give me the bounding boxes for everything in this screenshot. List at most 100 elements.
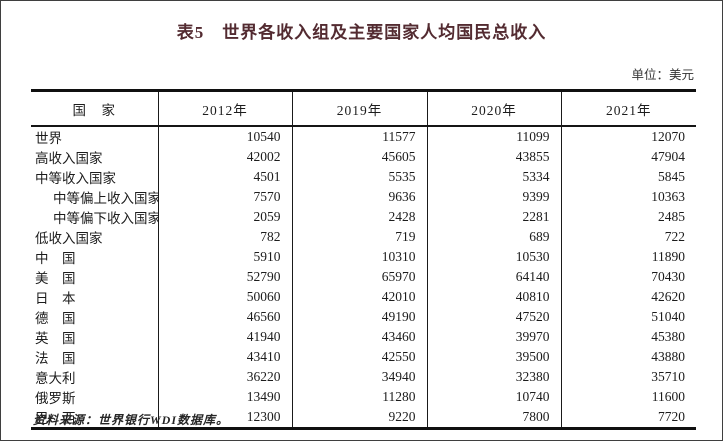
value-cell: 10540 [157,126,292,147]
value-cell: 9399 [426,187,561,207]
value-cell: 782 [157,227,292,247]
country-cell: 高收入国家 [35,151,103,166]
value-cell: 11280 [291,387,427,407]
value-cell: 11600 [560,387,696,407]
table-body: 世界 10540 11577 11099 12070 高收入国家 42002 45605 438… [31,126,696,429]
value-cell: 46560 [157,307,292,327]
value-cell: 64140 [426,267,561,287]
header-2020: 2020年 [426,90,561,127]
value-cell: 12300 [157,407,292,429]
value-cell: 2281 [426,207,561,227]
header-2012: 2012年 [157,90,292,127]
value-cell: 34940 [291,367,427,387]
table-row: 低收入国家 782 719 689 722 [31,227,696,247]
country-cell: 俄罗斯 [35,391,76,406]
value-cell: 4501 [157,167,292,187]
value-cell: 7800 [426,407,561,429]
gni-table: 国 家 2012年 2019年 2020年 2021年 世界 10540 11577… [31,89,696,430]
table-row: 德 国 46560 49190 47520 51040 [31,307,696,327]
table-row: 巴 西 12300 9220 7800 7720 [31,407,696,429]
value-cell: 51040 [560,307,696,327]
country-cell: 英 国 [35,331,76,346]
value-cell: 5334 [426,167,561,187]
header-2019: 2019年 [291,90,427,127]
country-cell: 中等偏下收入国家 [53,211,158,226]
value-cell: 10740 [426,387,561,407]
value-cell: 43410 [157,347,292,367]
header-row: 国 家 2012年 2019年 2020年 2021年 [31,90,696,127]
value-cell: 2059 [157,207,292,227]
value-cell: 10310 [291,247,427,267]
country-cell: 法 国 [35,351,76,366]
table-row: 意大利 36220 34940 32380 35710 [31,367,696,387]
value-cell: 10530 [426,247,561,267]
country-cell: 低收入国家 [35,231,103,246]
header-2021: 2021年 [560,90,696,127]
unit-label: 单位：美元 [631,68,694,82]
country-cell: 中等收入国家 [35,171,116,186]
value-cell: 11890 [560,247,696,267]
value-cell: 2428 [291,207,427,227]
value-cell: 43460 [291,327,427,347]
country-cell: 意大利 [35,371,76,386]
value-cell: 11577 [291,126,427,147]
value-cell: 40810 [426,287,561,307]
value-cell: 43855 [426,147,561,167]
table-row: 美 国 52790 65970 64140 70430 [31,267,696,287]
country-cell: 日 本 [35,291,76,306]
table-row: 中等偏下收入国家 2059 2428 2281 2485 [31,207,696,227]
value-cell: 2485 [560,207,696,227]
value-cell: 49190 [291,307,427,327]
value-cell: 35710 [560,367,696,387]
value-cell: 12070 [560,126,696,147]
value-cell: 9220 [291,407,427,429]
value-cell: 719 [291,227,427,247]
country-cell: 世界 [35,131,62,146]
table-row: 俄罗斯 13490 11280 10740 11600 [31,387,696,407]
source-note: 资料来源：世界银行WDI数据库。 [33,413,230,427]
value-cell: 65970 [291,267,427,287]
value-cell: 13490 [157,387,292,407]
value-cell: 689 [426,227,561,247]
value-cell: 42550 [291,347,427,367]
value-cell: 45605 [291,147,427,167]
value-cell: 11099 [426,126,561,147]
value-cell: 42010 [291,287,427,307]
value-cell: 42002 [157,147,292,167]
value-cell: 45380 [560,327,696,347]
value-cell: 47520 [426,307,561,327]
value-cell: 7570 [157,187,292,207]
table-header: 国 家 2012年 2019年 2020年 2021年 [31,90,696,127]
value-cell: 5535 [291,167,427,187]
table-row: 法 国 43410 42550 39500 43880 [31,347,696,367]
country-cell: 巴 西 [35,411,76,426]
value-cell: 9636 [291,187,427,207]
country-cell: 德 国 [35,311,76,326]
value-cell: 5845 [560,167,696,187]
value-cell: 43880 [560,347,696,367]
value-cell: 7720 [560,407,696,429]
value-cell: 41940 [157,327,292,347]
value-cell: 5910 [157,247,292,267]
table-row: 世界 10540 11577 11099 12070 [31,126,696,147]
table-row: 中等偏上收入国家 7570 9636 9399 10363 [31,187,696,207]
country-cell: 美 国 [35,271,76,286]
value-cell: 39970 [426,327,561,347]
value-cell: 722 [560,227,696,247]
value-cell: 47904 [560,147,696,167]
country-cell: 中等偏上收入国家 [53,191,158,206]
country-cell: 中 国 [35,251,76,266]
table-row: 中等收入国家 4501 5535 5334 5845 [31,167,696,187]
value-cell: 39500 [426,347,561,367]
value-cell: 32380 [426,367,561,387]
table-row: 中 国 5910 10310 10530 11890 [31,247,696,267]
value-cell: 50060 [157,287,292,307]
value-cell: 42620 [560,287,696,307]
table-title: 表5 世界各收入组及主要国家人均国民总收入 [176,23,547,42]
header-country: 国 家 [31,90,158,127]
value-cell: 70430 [560,267,696,287]
table-row: 英 国 41940 43460 39970 45380 [31,327,696,347]
value-cell: 10363 [560,187,696,207]
value-cell: 52790 [157,267,292,287]
